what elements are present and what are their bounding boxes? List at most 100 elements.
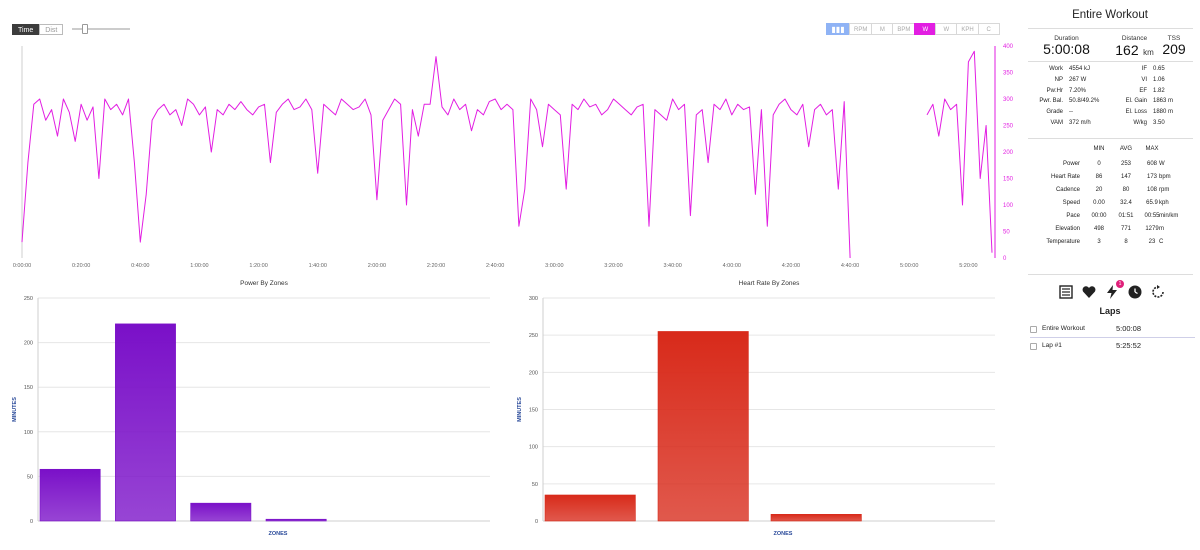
zoom-slider-handle[interactable] (82, 24, 88, 34)
metric-min: 0 (1097, 161, 1101, 167)
metric-button-rpm[interactable]: RPM (849, 23, 873, 35)
stat-row: W/kg 3.50 (1105, 120, 1195, 130)
y-tick-label: 250 (529, 333, 538, 339)
x-tick-label: 3:00:00 (545, 263, 563, 269)
column-header: AVG (1119, 146, 1133, 152)
duration-value: 5:00:08 (1043, 41, 1090, 57)
x-tick-label: 4:20:00 (782, 263, 800, 269)
metric-unit: W (1159, 161, 1165, 167)
zone-bar (115, 323, 176, 522)
metric-label: Cadence (1055, 187, 1080, 193)
metric-min: 0.00 (1093, 200, 1105, 206)
metric-button-bpm[interactable]: BPM (892, 23, 916, 35)
bar-chart-icon[interactable]: ▮▮▮ (826, 23, 850, 35)
y-axis: 0 50 100 150 200 250 300 350 400 (1003, 44, 1014, 262)
lap-row[interactable]: Lap #1 5:25:52 (1030, 340, 1195, 356)
list-icon[interactable] (1058, 284, 1074, 300)
y-axis-label: MINUTES (517, 397, 523, 422)
lightning-icon (1107, 285, 1117, 299)
x-tick-label: 0:00:00 (13, 263, 31, 269)
metric-button-w-balance[interactable]: W (935, 23, 958, 35)
x-tick-label: 3:20:00 (604, 263, 622, 269)
stat-value: 267 W (1069, 76, 1087, 83)
stat-value: 372 m/h (1069, 120, 1091, 126)
stat-label: NP (1054, 76, 1063, 83)
time-dist-toggle: Time Dist (12, 24, 64, 35)
duration-label: Duration (1054, 35, 1079, 42)
metric-button-m[interactable]: M (871, 23, 894, 35)
duration-summary: Duration 5:00:08 (1039, 35, 1094, 57)
stat-label: VAM (1050, 120, 1063, 126)
stat-value: 1.06 (1153, 76, 1165, 83)
chart-title: Heart Rate By Zones (739, 280, 800, 287)
metric-button-w-power[interactable]: W (914, 23, 937, 35)
distance-value: 162 (1115, 42, 1139, 58)
y-tick-label: 200 (529, 370, 538, 376)
lap-checkbox[interactable] (1030, 326, 1037, 333)
heart-icon[interactable] (1081, 284, 1097, 300)
stat-value: 7.20% (1069, 87, 1087, 94)
x-axis-label: ZONES (269, 531, 288, 537)
x-tick-label: 1:20:00 (249, 263, 267, 269)
dist-toggle-button[interactable]: Dist (39, 24, 64, 35)
x-tick-label: 3:40:00 (663, 263, 681, 269)
y-tick-label: 150 (24, 385, 33, 391)
metric-avg: 01:51 (1118, 213, 1134, 219)
y-tick-label: 400 (1003, 44, 1014, 50)
metric-button-kph[interactable]: KPH (956, 23, 979, 35)
stat-value: -- (1069, 109, 1073, 116)
metric-unit: rpm (1159, 187, 1170, 193)
y-tick-label: 100 (529, 445, 538, 451)
x-axis-label: ZONES (774, 531, 793, 537)
y-tick-label: 100 (24, 430, 33, 436)
divider (1028, 138, 1193, 139)
divider (1030, 337, 1195, 338)
divider (1028, 28, 1193, 29)
power-by-zones-chart: Power By Zones 0 50 100 150 200 250 MINUTES ZONE… (12, 280, 490, 537)
lap-time: 5:00:08 (1116, 324, 1142, 333)
metric-toggle-bar: ▮▮▮ RPM M BPM W W KPH C (826, 23, 1000, 35)
stat-row: El. Gain 1863 m (1105, 98, 1195, 108)
lap-row[interactable]: Entire Workout 5:00:08 (1030, 323, 1195, 339)
zone-bar (39, 468, 101, 522)
stat-label: W/kg (1133, 120, 1147, 126)
metric-avg: 147 (1120, 174, 1131, 180)
x-tick-label: 4:00:00 (723, 263, 741, 269)
lap-checkbox[interactable] (1030, 343, 1037, 350)
stat-row: Work 4554 kJ (1025, 66, 1105, 76)
lap-time: 5:25:52 (1116, 341, 1142, 350)
y-axis-label: MINUTES (12, 397, 18, 422)
clock-icon[interactable] (1127, 284, 1143, 300)
metric-button-c[interactable]: C (977, 23, 1000, 35)
metric-unit: kph (1159, 200, 1169, 206)
stat-row: VI 1.06 (1105, 77, 1195, 87)
y-tick-label: 300 (529, 296, 538, 302)
y-tick-label: 0 (1003, 256, 1007, 262)
stat-label: El. Loss (1125, 109, 1147, 116)
x-tick-label: 2:20:00 (427, 263, 445, 269)
x-tick-label: 0:20:00 (72, 263, 90, 269)
stat-label: EF (1139, 87, 1147, 94)
refresh-icon[interactable] (1150, 284, 1166, 300)
x-tick-label: 5:00:00 (900, 263, 918, 269)
metric-unit: min/km (1159, 213, 1179, 219)
distance-summary: Distance 162 km (1107, 35, 1162, 60)
time-toggle-button[interactable]: Time (12, 24, 40, 35)
chart-title: Power By Zones (240, 280, 288, 287)
power-line (21, 50, 993, 259)
zoom-slider[interactable] (72, 24, 130, 34)
y-tick-label: 150 (1003, 177, 1014, 183)
stat-label: VI (1141, 76, 1147, 83)
y-tick-label: 250 (1003, 124, 1014, 130)
column-header: MIN (1093, 146, 1105, 152)
distance-unit: km (1143, 48, 1154, 57)
stat-value: 50.8/49.2% (1069, 98, 1100, 105)
y-tick-label: 50 (1003, 230, 1010, 236)
metric-unit: m (1159, 226, 1164, 232)
lightning-tab[interactable]: 1 (1104, 280, 1124, 300)
power-series (21, 50, 993, 259)
stat-row: Grade -- (1025, 109, 1105, 119)
y-tick-label: 50 (27, 474, 33, 480)
notification-badge: 1 (1116, 280, 1124, 288)
